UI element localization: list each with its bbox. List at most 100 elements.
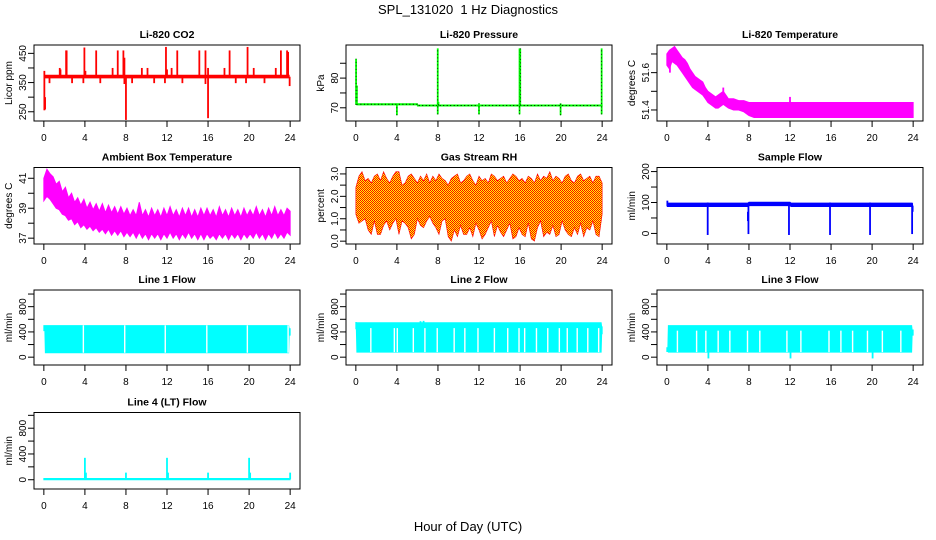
y-tick-label: 800 bbox=[18, 419, 29, 436]
x-tick-label: 0 bbox=[41, 256, 47, 267]
x-tick-label: 4 bbox=[82, 133, 88, 144]
data-gap bbox=[493, 328, 496, 353]
x-axis-title: Hour of Day (UTC) bbox=[414, 519, 522, 534]
x-tick-label: 24 bbox=[908, 377, 920, 388]
y-tick-label: 1.0 bbox=[330, 211, 341, 225]
y-tick-label: 37 bbox=[18, 232, 29, 244]
x-tick-label: 20 bbox=[556, 256, 568, 267]
y-tick-label: 41 bbox=[18, 172, 29, 184]
x-tick-label: 20 bbox=[244, 377, 256, 388]
plot-area bbox=[355, 320, 603, 353]
x-tick-label: 16 bbox=[202, 377, 214, 388]
x-tick-label: 0 bbox=[664, 133, 670, 144]
x-tick-label: 20 bbox=[244, 501, 256, 512]
panel-title: Ambient Box Temperature bbox=[102, 152, 233, 164]
panel-line-2-flow: Line 2 Flow ml/min 0 4 8 12 16 20 24 0 400 800 bbox=[316, 274, 613, 388]
x-tick-label: 12 bbox=[473, 256, 485, 267]
plot-area bbox=[666, 45, 914, 118]
x-tick-label: 8 bbox=[435, 133, 441, 144]
panel-title: Li-820 Pressure bbox=[440, 29, 518, 41]
data-gap bbox=[82, 325, 85, 353]
x-tick-label: 8 bbox=[435, 377, 441, 388]
x-tick-label: 12 bbox=[161, 133, 173, 144]
data-gap bbox=[800, 330, 802, 353]
x-tick-label: 0 bbox=[41, 133, 47, 144]
data-gap bbox=[453, 328, 455, 353]
x-tick-label: 16 bbox=[825, 377, 837, 388]
x-tick-label: 4 bbox=[82, 501, 88, 512]
data-gap bbox=[523, 328, 526, 353]
y-tick-label: 400 bbox=[330, 323, 341, 340]
y-tick-label: 51.6 bbox=[641, 62, 652, 82]
y-tick-label: 800 bbox=[641, 298, 652, 315]
x-tick-label: 8 bbox=[435, 256, 441, 267]
x-tick-label: 16 bbox=[202, 501, 214, 512]
x-tick-label: 0 bbox=[353, 133, 359, 144]
panel-li-820-pressure: Li-820 Pressure kPa 0 4 8 12 16 20 24 70 80 bbox=[316, 29, 613, 144]
x-tick-label: 8 bbox=[123, 377, 129, 388]
y-tick-label: 0 bbox=[18, 354, 29, 360]
data-gap bbox=[746, 330, 749, 353]
data-gap bbox=[729, 330, 731, 353]
y-tick-label: 400 bbox=[641, 323, 652, 340]
data-band bbox=[666, 325, 914, 353]
data-gap bbox=[676, 330, 679, 353]
data-gap bbox=[705, 330, 707, 353]
x-tick-label: 4 bbox=[394, 256, 400, 267]
y-tick-label: 400 bbox=[18, 323, 29, 340]
y-tick-label: 80 bbox=[330, 72, 341, 84]
data-gap bbox=[566, 328, 568, 353]
y-tick-label: 100 bbox=[641, 194, 652, 211]
x-tick-label: 0 bbox=[41, 501, 47, 512]
y-tick-label: 39 bbox=[18, 202, 29, 214]
data-gap bbox=[396, 328, 399, 353]
data-gap bbox=[759, 330, 761, 353]
x-tick-label: 4 bbox=[394, 133, 400, 144]
data-gap bbox=[206, 325, 208, 353]
x-tick-label: 20 bbox=[244, 133, 256, 144]
panel-title: Line 2 Flow bbox=[450, 274, 508, 286]
y-tick-label: 800 bbox=[18, 298, 29, 315]
data-gap bbox=[412, 328, 415, 353]
panel-sample-flow: Sample Flow ml/min 0 4 8 12 16 20 24 0 100 200 bbox=[627, 152, 924, 267]
data-band bbox=[43, 325, 291, 354]
x-tick-label: 16 bbox=[202, 256, 214, 267]
data-gap bbox=[786, 330, 788, 353]
x-tick-label: 20 bbox=[556, 377, 568, 388]
x-tick-label: 24 bbox=[285, 501, 297, 512]
x-tick-label: 4 bbox=[705, 256, 711, 267]
plot-area bbox=[666, 200, 914, 235]
y-axis-label: ml/min bbox=[627, 313, 638, 342]
x-tick-label: 24 bbox=[908, 256, 920, 267]
data-band bbox=[355, 321, 603, 353]
x-tick-label: 24 bbox=[597, 133, 609, 144]
data-gap bbox=[507, 328, 509, 353]
y-axis-label: degrees C bbox=[4, 183, 15, 229]
y-tick-label: 250 bbox=[18, 103, 29, 120]
x-tick-label: 24 bbox=[597, 377, 609, 388]
y-tick-label: 0.0 bbox=[330, 234, 341, 248]
x-tick-label: 0 bbox=[664, 256, 670, 267]
data-gap bbox=[828, 330, 830, 353]
data-gap bbox=[464, 328, 466, 353]
x-tick-label: 4 bbox=[394, 377, 400, 388]
panel-line-4-lt-flow: Line 4 (LT) Flow ml/min 0 4 8 12 16 20 24 0 400 800 bbox=[4, 397, 301, 512]
x-tick-label: 20 bbox=[556, 133, 568, 144]
data-gap bbox=[866, 330, 869, 353]
x-tick-label: 12 bbox=[161, 377, 173, 388]
data-gap bbox=[547, 328, 549, 353]
data-band bbox=[666, 45, 914, 118]
panel-li-820-temperature: Li-820 Temperature degrees C 0 4 8 12 16 20 24 51… bbox=[627, 29, 924, 144]
data-gap bbox=[518, 328, 520, 353]
x-tick-label: 8 bbox=[123, 501, 129, 512]
plot-area bbox=[355, 48, 603, 116]
data-points bbox=[356, 103, 603, 106]
plot-area bbox=[43, 457, 292, 481]
x-tick-label: 20 bbox=[244, 256, 256, 267]
data-gap bbox=[597, 328, 600, 353]
data-gap bbox=[370, 328, 372, 353]
plot-area bbox=[43, 325, 291, 354]
data-gap bbox=[477, 328, 479, 353]
plot-area bbox=[43, 46, 291, 120]
y-axis-label: degrees C bbox=[627, 60, 638, 106]
